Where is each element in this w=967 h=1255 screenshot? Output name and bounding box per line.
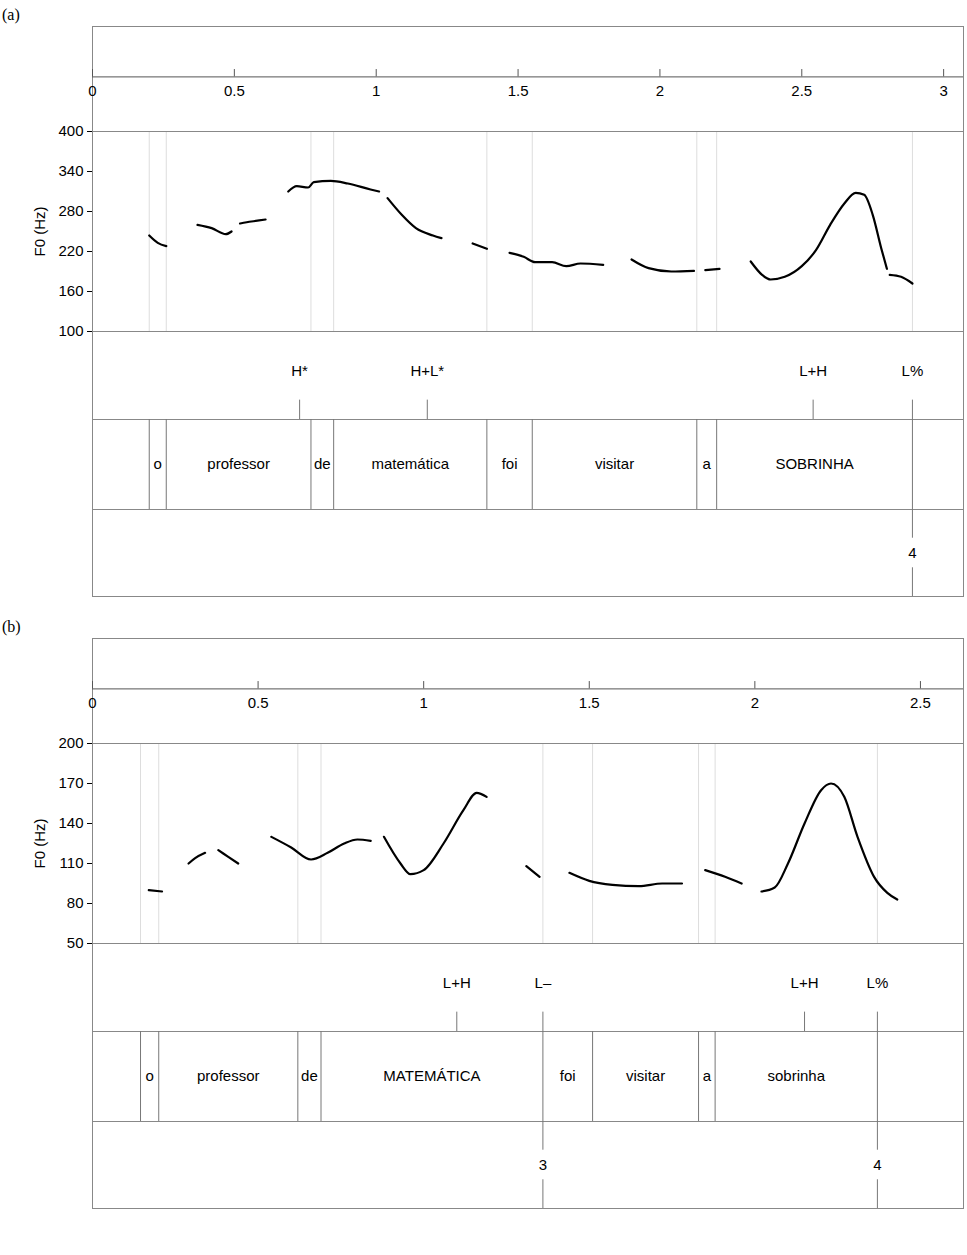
svg-text:SOBRINHA: SOBRINHA <box>775 455 853 472</box>
svg-text:L+H: L+H <box>443 974 471 991</box>
svg-text:2.5: 2.5 <box>791 82 812 99</box>
svg-text:4: 4 <box>908 544 916 561</box>
svg-text:110: 110 <box>60 854 84 871</box>
svg-text:170: 170 <box>58 774 83 791</box>
svg-text:1: 1 <box>372 82 380 99</box>
svg-text:o: o <box>145 1067 153 1084</box>
svg-text:2: 2 <box>656 82 664 99</box>
svg-text:3: 3 <box>539 1156 547 1173</box>
svg-text:L+H: L+H <box>799 362 827 379</box>
svg-text:L%: L% <box>867 974 889 991</box>
svg-text:L–: L– <box>535 974 552 991</box>
svg-text:0: 0 <box>88 694 96 711</box>
svg-text:140: 140 <box>58 814 83 831</box>
svg-text:3: 3 <box>939 82 947 99</box>
svg-text:100: 100 <box>58 322 83 339</box>
svg-text:professor: professor <box>197 1067 260 1084</box>
svg-text:H+L*: H+L* <box>410 362 444 379</box>
svg-text:matemática: matemática <box>371 455 449 472</box>
svg-text:2: 2 <box>751 694 759 711</box>
svg-text:a: a <box>703 455 712 472</box>
svg-text:280: 280 <box>58 202 83 219</box>
svg-text:1: 1 <box>420 694 428 711</box>
svg-text:visitar: visitar <box>595 455 634 472</box>
svg-text:F0 (Hz): F0 (Hz) <box>31 207 48 257</box>
svg-text:400: 400 <box>58 122 83 139</box>
svg-text:L+H: L+H <box>791 974 819 991</box>
svg-text:50: 50 <box>67 934 84 951</box>
svg-text:H*: H* <box>291 362 308 379</box>
svg-text:0.5: 0.5 <box>224 82 245 99</box>
svg-text:0: 0 <box>88 82 96 99</box>
svg-text:de: de <box>301 1067 318 1084</box>
svg-text:1.5: 1.5 <box>579 694 600 711</box>
svg-text:160: 160 <box>58 282 83 299</box>
svg-text:foi: foi <box>560 1067 576 1084</box>
svg-text:visitar: visitar <box>626 1067 665 1084</box>
svg-text:F0 (Hz): F0 (Hz) <box>31 819 48 869</box>
svg-text:de: de <box>314 455 331 472</box>
svg-text:MATEMÁTICA: MATEMÁTICA <box>383 1067 480 1084</box>
html-text:(b): (b) <box>2 618 21 635</box>
svg-text:2.5: 2.5 <box>910 694 931 711</box>
svg-text:340: 340 <box>58 162 83 179</box>
svg-text:220: 220 <box>58 242 83 259</box>
svg-text:sobrinha: sobrinha <box>767 1067 825 1084</box>
svg-text:foi: foi <box>502 455 518 472</box>
svg-text:80: 80 <box>67 894 84 911</box>
svg-text:4: 4 <box>873 1156 881 1173</box>
svg-text:1.5: 1.5 <box>508 82 529 99</box>
svg-text:0.5: 0.5 <box>248 694 269 711</box>
svg-text:L%: L% <box>902 362 924 379</box>
svg-text:professor: professor <box>207 455 270 472</box>
svg-text:200: 200 <box>58 734 83 751</box>
svg-text:o: o <box>154 455 162 472</box>
svg-text:a: a <box>703 1067 712 1084</box>
html-text:(a): (a) <box>2 6 20 23</box>
